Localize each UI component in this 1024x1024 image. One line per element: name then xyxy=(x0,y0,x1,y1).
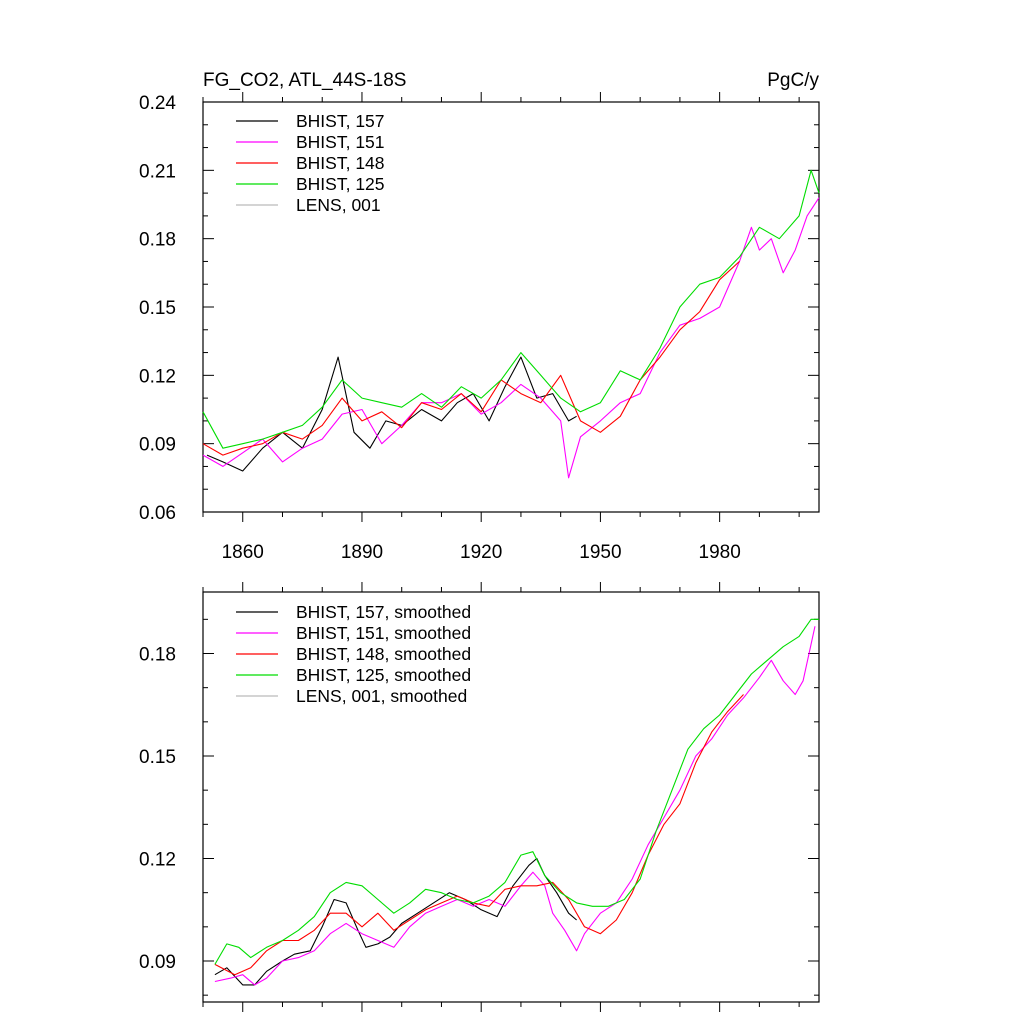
bottom-plot-frame xyxy=(202,591,820,1003)
legend-label: BHIST, 151, smoothed xyxy=(296,623,471,643)
x-tick-label: 1920 xyxy=(460,542,502,563)
legend-label: BHIST, 125, smoothed xyxy=(296,665,471,685)
y-tick-label: 0.12 xyxy=(139,850,176,871)
series-line-3 xyxy=(202,169,820,449)
y-tick-label: 0.06 xyxy=(139,503,176,524)
panel-title-left: FG_CO2, ATL_44S-18S xyxy=(203,70,406,91)
legend-label: LENS, 001 xyxy=(296,195,381,215)
y-tick-label: 0.18 xyxy=(139,645,176,666)
y-tick-label: 0.12 xyxy=(139,366,176,387)
series-line-1 xyxy=(214,626,816,986)
legend-label: BHIST, 157 xyxy=(296,111,385,131)
legend-label: BHIST, 125 xyxy=(296,174,385,194)
legend-label: BHIST, 157, smoothed xyxy=(296,602,471,622)
x-tick-label: 1980 xyxy=(699,542,741,563)
x-tick-label: 1950 xyxy=(579,542,621,563)
series-line-0 xyxy=(206,356,577,472)
series-line-2 xyxy=(202,260,740,456)
series-line-3 xyxy=(214,618,819,965)
y-tick-label: 0.15 xyxy=(139,298,176,319)
y-tick-label: 0.09 xyxy=(139,952,176,973)
x-tick-label: 1860 xyxy=(222,542,264,563)
x-tick-label: 1890 xyxy=(341,542,383,563)
y-tick-label: 0.09 xyxy=(139,435,176,456)
series-line-2 xyxy=(214,694,744,976)
legend-label: BHIST, 148, smoothed xyxy=(296,644,471,664)
legend-label: LENS, 001, smoothed xyxy=(296,686,467,706)
y-tick-label: 0.24 xyxy=(139,93,176,114)
bottom-panel: 0.090.120.150.18 BHIST, 157, smoothedBHI… xyxy=(139,582,820,1012)
series-line-1 xyxy=(202,197,820,479)
panel-title-right: PgC/y xyxy=(767,70,819,91)
y-tick-label: 0.18 xyxy=(139,230,176,251)
y-tick-label: 0.21 xyxy=(139,161,176,182)
legend-label: BHIST, 148 xyxy=(296,153,385,173)
series-line-0 xyxy=(214,857,577,986)
top-panel: 1860 1890 1920 1950 1980 0.06 0.09 0.12 0.15 0.18… xyxy=(139,92,820,563)
legend-label: BHIST, 151 xyxy=(296,132,385,152)
y-tick-label: 0.15 xyxy=(139,747,176,768)
